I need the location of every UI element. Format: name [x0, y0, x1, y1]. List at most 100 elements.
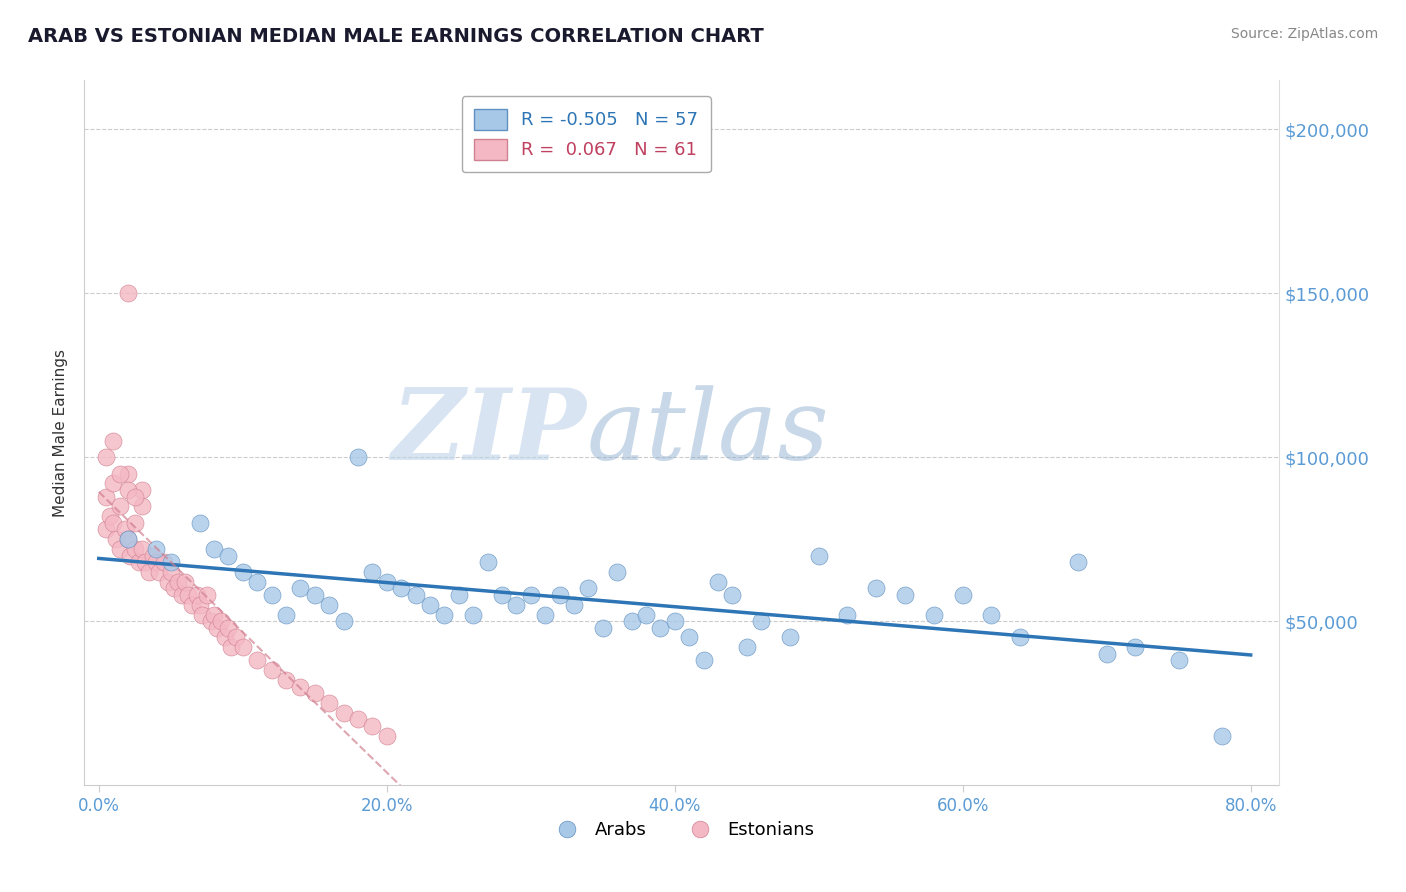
Point	[865, 582, 887, 596]
Point	[156, 574, 179, 589]
Point	[124, 516, 146, 530]
Point	[894, 588, 917, 602]
Point	[124, 541, 146, 556]
Point	[721, 588, 744, 602]
Point	[735, 640, 758, 655]
Point	[1211, 729, 1233, 743]
Point	[200, 614, 222, 628]
Point	[980, 607, 1002, 622]
Point	[114, 522, 136, 536]
Point	[148, 565, 170, 579]
Point	[131, 541, 153, 556]
Point	[195, 588, 218, 602]
Text: ARAB VS ESTONIAN MEDIAN MALE EARNINGS CORRELATION CHART: ARAB VS ESTONIAN MEDIAN MALE EARNINGS CO…	[28, 27, 763, 45]
Point	[191, 607, 214, 622]
Point	[749, 614, 772, 628]
Text: Source: ZipAtlas.com: Source: ZipAtlas.com	[1230, 27, 1378, 41]
Point	[101, 434, 124, 448]
Point	[534, 607, 557, 622]
Point	[117, 532, 139, 546]
Point	[186, 588, 208, 602]
Point	[105, 532, 128, 546]
Point	[205, 621, 228, 635]
Point	[217, 549, 239, 563]
Point	[779, 631, 801, 645]
Point	[142, 549, 165, 563]
Point	[172, 588, 194, 602]
Point	[177, 588, 200, 602]
Point	[159, 565, 181, 579]
Point	[117, 286, 139, 301]
Point	[188, 598, 211, 612]
Point	[260, 588, 283, 602]
Point	[548, 588, 571, 602]
Point	[131, 500, 153, 514]
Point	[477, 555, 499, 569]
Point	[274, 673, 297, 687]
Point	[232, 640, 254, 655]
Point	[463, 607, 485, 622]
Point	[232, 565, 254, 579]
Point	[692, 653, 714, 667]
Point	[491, 588, 513, 602]
Point	[592, 621, 614, 635]
Point	[1125, 640, 1147, 655]
Point	[138, 565, 160, 579]
Point	[347, 713, 370, 727]
Point	[202, 541, 225, 556]
Point	[117, 532, 139, 546]
Point	[174, 574, 197, 589]
Point	[1067, 555, 1090, 569]
Point	[389, 582, 412, 596]
Point	[145, 555, 167, 569]
Point	[678, 631, 700, 645]
Point	[94, 450, 117, 465]
Text: atlas: atlas	[586, 385, 830, 480]
Point	[219, 640, 242, 655]
Point	[188, 516, 211, 530]
Point	[620, 614, 643, 628]
Point	[361, 719, 384, 733]
Point	[110, 541, 132, 556]
Point	[318, 696, 340, 710]
Point	[707, 574, 730, 589]
Point	[650, 621, 672, 635]
Point	[110, 467, 132, 481]
Point	[1167, 653, 1189, 667]
Point	[162, 582, 184, 596]
Point	[117, 467, 139, 481]
Point	[304, 686, 326, 700]
Point	[94, 522, 117, 536]
Point	[159, 555, 181, 569]
Point	[405, 588, 427, 602]
Point	[375, 574, 398, 589]
Point	[134, 555, 156, 569]
Point	[120, 549, 142, 563]
Point	[209, 614, 232, 628]
Point	[419, 598, 441, 612]
Point	[167, 574, 190, 589]
Point	[202, 607, 225, 622]
Point	[347, 450, 370, 465]
Point	[505, 598, 527, 612]
Point	[152, 555, 174, 569]
Text: ZIP: ZIP	[391, 384, 586, 481]
Y-axis label: Median Male Earnings: Median Male Earnings	[53, 349, 69, 516]
Legend: Arabs, Estonians: Arabs, Estonians	[543, 814, 821, 847]
Point	[664, 614, 686, 628]
Point	[634, 607, 657, 622]
Point	[246, 574, 269, 589]
Point	[922, 607, 945, 622]
Point	[274, 607, 297, 622]
Point	[952, 588, 974, 602]
Point	[1010, 631, 1032, 645]
Point	[1095, 647, 1118, 661]
Point	[214, 631, 236, 645]
Point	[807, 549, 830, 563]
Point	[290, 582, 312, 596]
Point	[433, 607, 456, 622]
Point	[145, 541, 167, 556]
Point	[260, 663, 283, 677]
Point	[217, 621, 239, 635]
Point	[361, 565, 384, 579]
